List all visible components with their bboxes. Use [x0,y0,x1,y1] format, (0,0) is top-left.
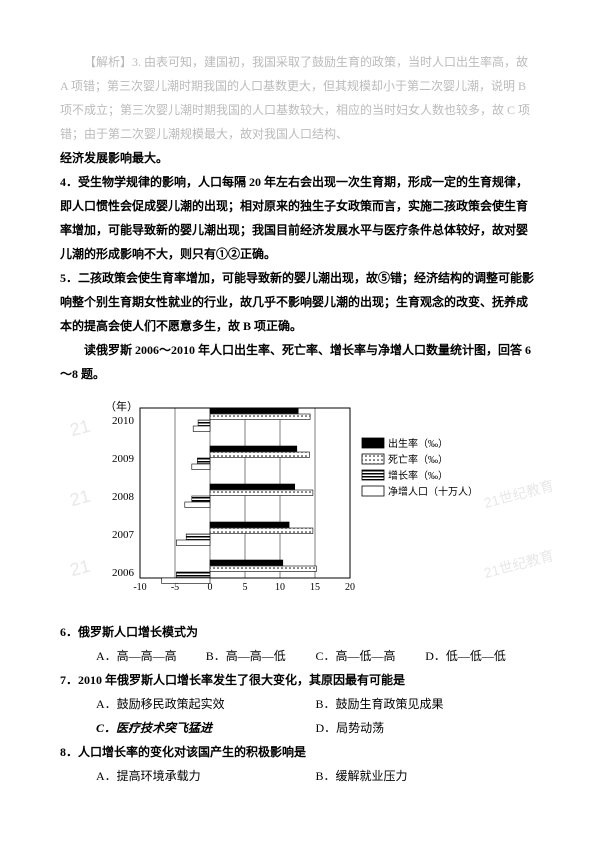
q6-b[interactable]: B．高—高—低 [206,644,316,668]
q7-stem: 7．2010 年俄罗斯人口增长率发生了很大变化，其原因最有可能是 [60,668,535,692]
q8-options: A．提高环境承载力 B．缓解就业压力 [96,764,535,788]
analysis-3a: 【解析】3. 由表可知，建国初，我国采取了鼓励生育的政策，当时人口出生率高，故 … [60,50,535,146]
q7-options-row2: C．医疗技术突飞猛进 D．局势动荡 [96,716,535,740]
svg-text:5: 5 [243,582,248,593]
q7-c[interactable]: C．医疗技术突飞猛进 [96,716,316,740]
analysis-4: 4．受生物学规律的影响，人口每隔 20 年左右会出现一次生育期，形成一定的生育规… [60,170,535,266]
q6-a[interactable]: A．高—高—高 [96,644,206,668]
svg-text:10: 10 [275,582,285,593]
svg-text:2008: 2008 [112,491,135,503]
svg-text:净增人口（十万人）: 净增人口（十万人） [388,485,478,498]
svg-text:20: 20 [345,582,355,593]
svg-text:死亡率（‰）: 死亡率（‰） [388,453,448,466]
chart-intro: 读俄罗斯 2006～2010 年人口出生率、死亡率、增长率与净增人口数量统计图，… [60,338,535,386]
svg-text:2006: 2006 [112,567,135,579]
q6-options: A．高—高—高 B．高—高—低 C．高—低—高 D．低—低—低 [96,644,535,668]
svg-text:2009: 2009 [112,453,135,465]
svg-text:（年）: （年） [105,399,138,413]
analysis-3b: 经济发展影响最大。 [60,146,535,170]
q7-options-row1: A．鼓励移民政策起实效 B．鼓励生育政策见成果 [96,692,535,716]
q7-d[interactable]: D．局势动荡 [316,716,536,740]
svg-text:-10: -10 [133,582,146,593]
q7-a[interactable]: A．鼓励移民政策起实效 [96,692,316,716]
svg-text:增长率（‰）: 增长率（‰） [388,469,448,482]
q7-b[interactable]: B．鼓励生育政策见成果 [316,692,536,716]
q8-b[interactable]: B．缓解就业压力 [316,764,536,788]
analysis-5: 5．二孩政策会使生育率增加，可能导致新的婴儿潮出现，故⑤错；经济结构的调整可能影… [60,266,535,338]
russia-population-chart: -10-505101520（年）20102009200820072006出生率（… [100,398,535,608]
q6-c[interactable]: C．高—低—高 [316,644,426,668]
q8-stem: 8．人口增长率的变化对该国产生的积极影响是 [60,740,535,764]
q6-stem: 6．俄罗斯人口增长模式为 [60,620,535,644]
q8-a[interactable]: A．提高环境承载力 [96,764,316,788]
svg-text:15: 15 [310,582,320,593]
svg-text:2010: 2010 [112,415,135,427]
q6-d[interactable]: D．低—低—低 [425,644,535,668]
svg-text:出生率（‰）: 出生率（‰） [388,437,448,450]
svg-text:2007: 2007 [112,529,135,541]
